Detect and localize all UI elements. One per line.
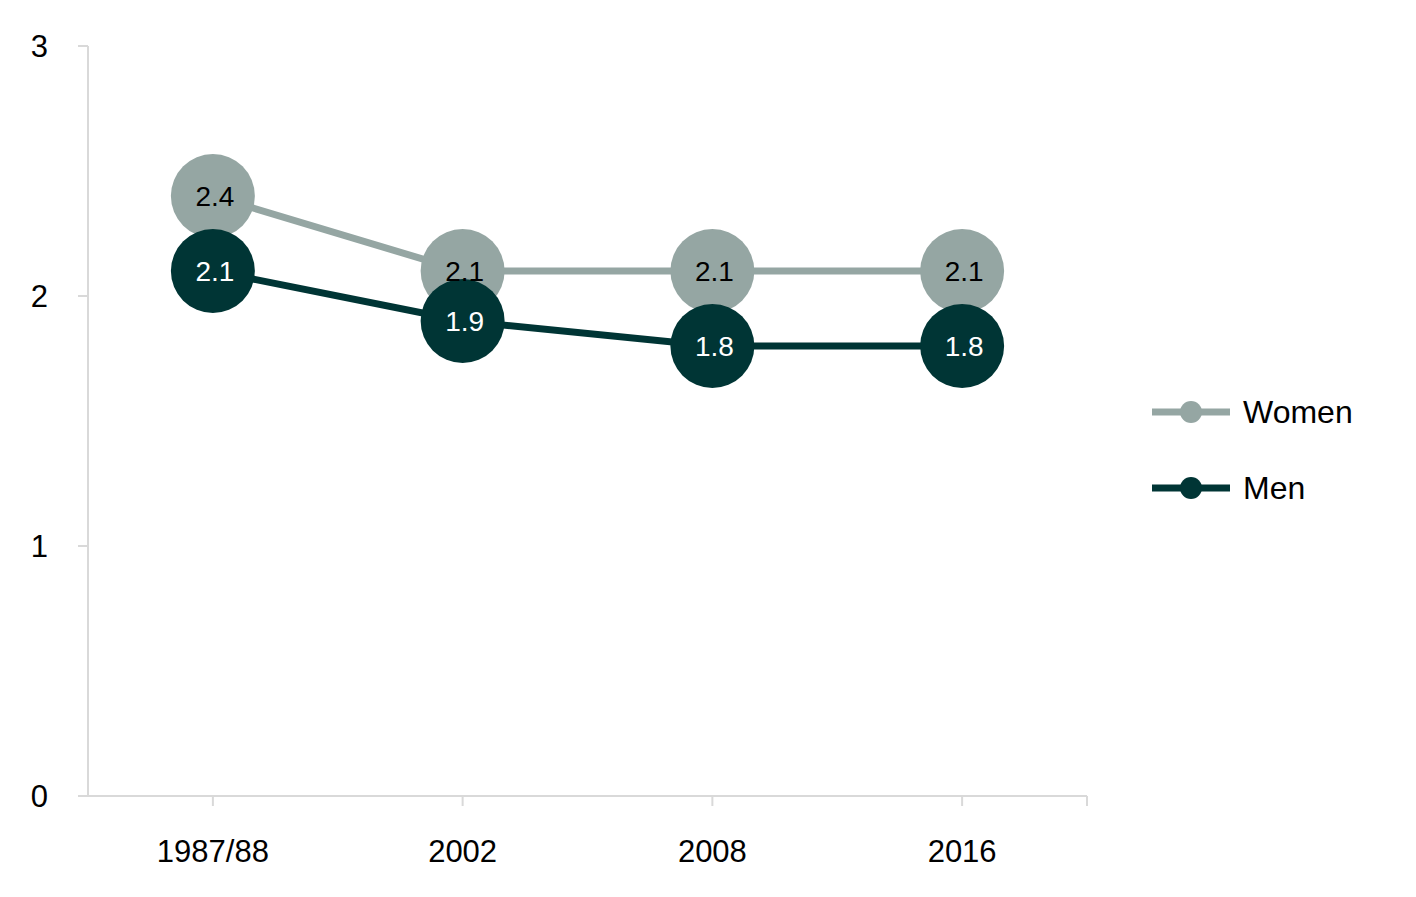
x-tick-label: 2016	[928, 834, 997, 869]
chart: 0 1 2 3 1987/88 2002 2008 2016 2.4 2.1 2.1 2.1 2.1 1.…	[0, 0, 1416, 897]
legend-marker	[1180, 401, 1202, 423]
series-line	[213, 271, 962, 346]
legend-label: Women	[1243, 394, 1353, 430]
data-label: 2.1	[445, 256, 484, 287]
y-tick	[78, 295, 88, 297]
y-tick	[78, 45, 88, 47]
x-tick	[961, 796, 963, 806]
x-axis-line	[88, 795, 1087, 797]
data-label: 2.1	[695, 256, 734, 287]
y-tick-label: 0	[31, 779, 48, 814]
point-marker	[421, 279, 505, 363]
series-line	[213, 196, 962, 271]
x-tick-label: 2008	[678, 834, 747, 869]
axes: 0 1 2 3 1987/88 2002 2008 2016	[31, 29, 1087, 869]
legend-label: Men	[1243, 470, 1305, 506]
x-tick-label: 2002	[428, 834, 497, 869]
point-marker	[920, 304, 1004, 388]
point-marker	[670, 229, 754, 313]
y-tick-label: 2	[31, 279, 48, 314]
x-tick	[212, 796, 214, 806]
y-axis-line	[87, 46, 89, 796]
data-label: 2.1	[195, 256, 234, 287]
data-label: 2.4	[195, 181, 234, 212]
data-labels: 2.4 2.1 2.1 2.1 2.1 1.9 1.8 1.8	[195, 181, 983, 362]
y-tick-label: 3	[31, 29, 48, 64]
x-tick	[1086, 796, 1088, 806]
x-tick	[711, 796, 713, 806]
point-marker	[670, 304, 754, 388]
x-tick-label: 1987/88	[157, 834, 269, 869]
plot-area	[171, 154, 1004, 388]
data-label: 1.9	[445, 306, 484, 337]
legend-marker	[1180, 477, 1202, 499]
y-tick-label: 1	[31, 529, 48, 564]
data-label: 1.8	[945, 331, 984, 362]
point-marker	[171, 154, 255, 238]
data-label: 1.8	[695, 331, 734, 362]
y-tick	[78, 545, 88, 547]
point-marker	[920, 229, 1004, 313]
legend: Women Men	[1152, 394, 1353, 506]
point-marker	[171, 229, 255, 313]
data-label: 2.1	[945, 256, 984, 287]
x-tick	[462, 796, 464, 806]
y-tick	[78, 795, 88, 797]
